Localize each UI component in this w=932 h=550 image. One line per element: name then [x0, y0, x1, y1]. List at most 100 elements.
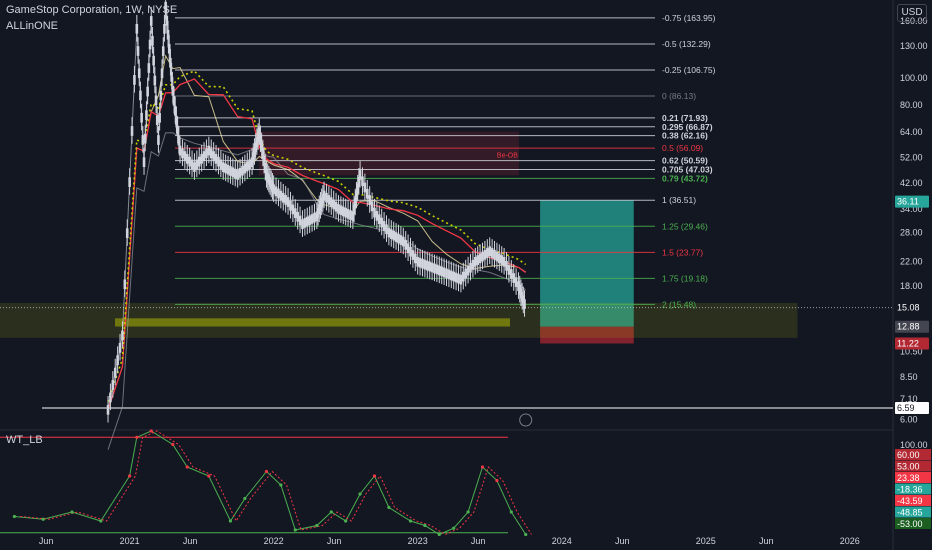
order-block-label: Be-OB — [497, 152, 518, 159]
price-badge-label: 12.88 — [897, 322, 920, 332]
osc-wt1-line — [14, 430, 527, 536]
demand-zone-core — [115, 318, 510, 327]
osc-point — [315, 523, 319, 528]
osc-point — [509, 510, 513, 514]
x-tick-label: 2023 — [408, 536, 428, 546]
fib-label: 0.38 (62.16) — [662, 131, 708, 141]
osc-badge-label: -48.85 — [897, 508, 923, 518]
osc-badge-label: -43.59 — [897, 496, 923, 506]
osc-point — [279, 483, 283, 487]
osc-point — [495, 478, 499, 483]
osc-point — [437, 532, 441, 537]
osc-point — [408, 519, 413, 523]
fib-label: 0.705 (47.03) — [662, 164, 713, 174]
x-tick-label: Jun — [615, 536, 630, 546]
price-candle-body — [106, 404, 110, 415]
osc-wt2-line — [20, 430, 532, 536]
y-tick-label: 100.00 — [900, 73, 928, 83]
fib-label: 0.79 (43.72) — [662, 173, 708, 183]
y-tick-label: 7.10 — [900, 394, 918, 404]
y-tick-label: 6.00 — [900, 414, 918, 424]
x-tick-label: Jun — [39, 536, 54, 546]
oscillator-label[interactable]: WT_LB — [6, 434, 43, 446]
osc-point — [387, 505, 391, 510]
osc-badge-label: -18.36 — [897, 485, 923, 495]
osc-badge-label: 60.00 — [897, 450, 920, 460]
osc-point — [70, 510, 74, 514]
chart-title: GameStop Corporation, 1W, NYSE — [6, 4, 178, 16]
y-tick-label: 8.50 — [900, 372, 918, 382]
osc-point — [228, 519, 233, 523]
ma-slow-line — [107, 132, 527, 450]
y-tick-label: 42.00 — [900, 178, 923, 188]
osc-point — [99, 519, 103, 523]
price-candle-body — [157, 135, 160, 145]
y-tick-label: 64.00 — [900, 127, 923, 137]
price-badge — [895, 337, 929, 350]
y-tick-label: 34.00 — [900, 204, 923, 214]
osc-point — [480, 465, 485, 469]
y-tick-label: 52.00 — [900, 152, 923, 162]
osc-badge — [895, 483, 931, 495]
osc-point — [452, 526, 456, 530]
x-tick-label: 2022 — [264, 536, 284, 546]
currency-button[interactable]: USD — [897, 4, 927, 22]
osc-badge-label: 23.38 — [897, 473, 920, 483]
price-badge-label: 15.08 — [897, 303, 920, 313]
x-tick-label: 2024 — [552, 536, 572, 546]
osc-point — [358, 492, 362, 496]
osc-y-tick-label: 100.00 — [900, 440, 928, 450]
x-tick-label: 2026 — [840, 536, 860, 546]
y-tick-label: 160.00 — [900, 16, 928, 26]
demand-zone — [0, 302, 798, 338]
price-badge — [895, 195, 929, 208]
osc-point — [293, 528, 297, 532]
osc-badge — [895, 506, 931, 518]
osc-point — [12, 514, 17, 519]
stop-zone — [540, 326, 634, 344]
osc-badge — [895, 472, 931, 483]
ma-red-line — [107, 78, 527, 410]
fib-label: 1.5 (23.77) — [662, 247, 703, 257]
y-tick-label: 80.00 — [900, 100, 923, 110]
x-tick-label: Jun — [183, 536, 198, 546]
y-tick-label: 22.00 — [900, 257, 923, 267]
osc-point — [524, 532, 528, 537]
osc-point — [128, 474, 132, 478]
fib-label: 0.295 (66.87) — [662, 122, 713, 132]
fib-label: 0 (86.13) — [662, 91, 696, 101]
osc-badge-label: 53.00 — [897, 462, 920, 472]
x-tick-label: 2025 — [696, 536, 716, 546]
osc-badge — [895, 449, 931, 460]
osc-point — [207, 474, 211, 478]
osc-point — [135, 435, 139, 439]
ma-yellow-dotted-line — [107, 70, 527, 402]
ma-fast-line — [107, 54, 526, 410]
y-tick-label: 18.00 — [900, 281, 923, 291]
x-tick-label: 2021 — [120, 536, 140, 546]
osc-badge-label: -53.00 — [897, 519, 923, 529]
fib-label: 0.21 (71.93) — [662, 113, 708, 123]
x-tick-label: Jun — [759, 536, 774, 546]
fib-label: 1.75 (19.18) — [662, 273, 708, 283]
fib-label: 1.25 (29.46) — [662, 221, 708, 231]
osc-point — [264, 469, 269, 474]
order-block-zone — [258, 131, 520, 176]
indicator-label[interactable]: ALLinONE — [6, 20, 58, 32]
osc-point — [466, 510, 470, 514]
price-badge-label: 11.22 — [897, 338, 919, 348]
price-badge — [895, 402, 929, 415]
price-badge — [895, 320, 929, 333]
fib-label: 0.5 (56.09) — [662, 143, 703, 153]
y-tick-label: 130.00 — [900, 41, 928, 51]
osc-point — [185, 465, 189, 469]
price-badge-label: 6.59 — [897, 403, 915, 413]
osc-badge — [895, 495, 931, 506]
y-tick-label: 10.50 — [900, 347, 923, 357]
price-line — [107, 6, 527, 410]
fib-label: -0.5 (132.29) — [662, 39, 711, 49]
osc-point — [329, 510, 333, 514]
fib-label: 0.62 (50.59) — [662, 156, 708, 166]
fib-label: -0.75 (163.95) — [662, 13, 716, 23]
